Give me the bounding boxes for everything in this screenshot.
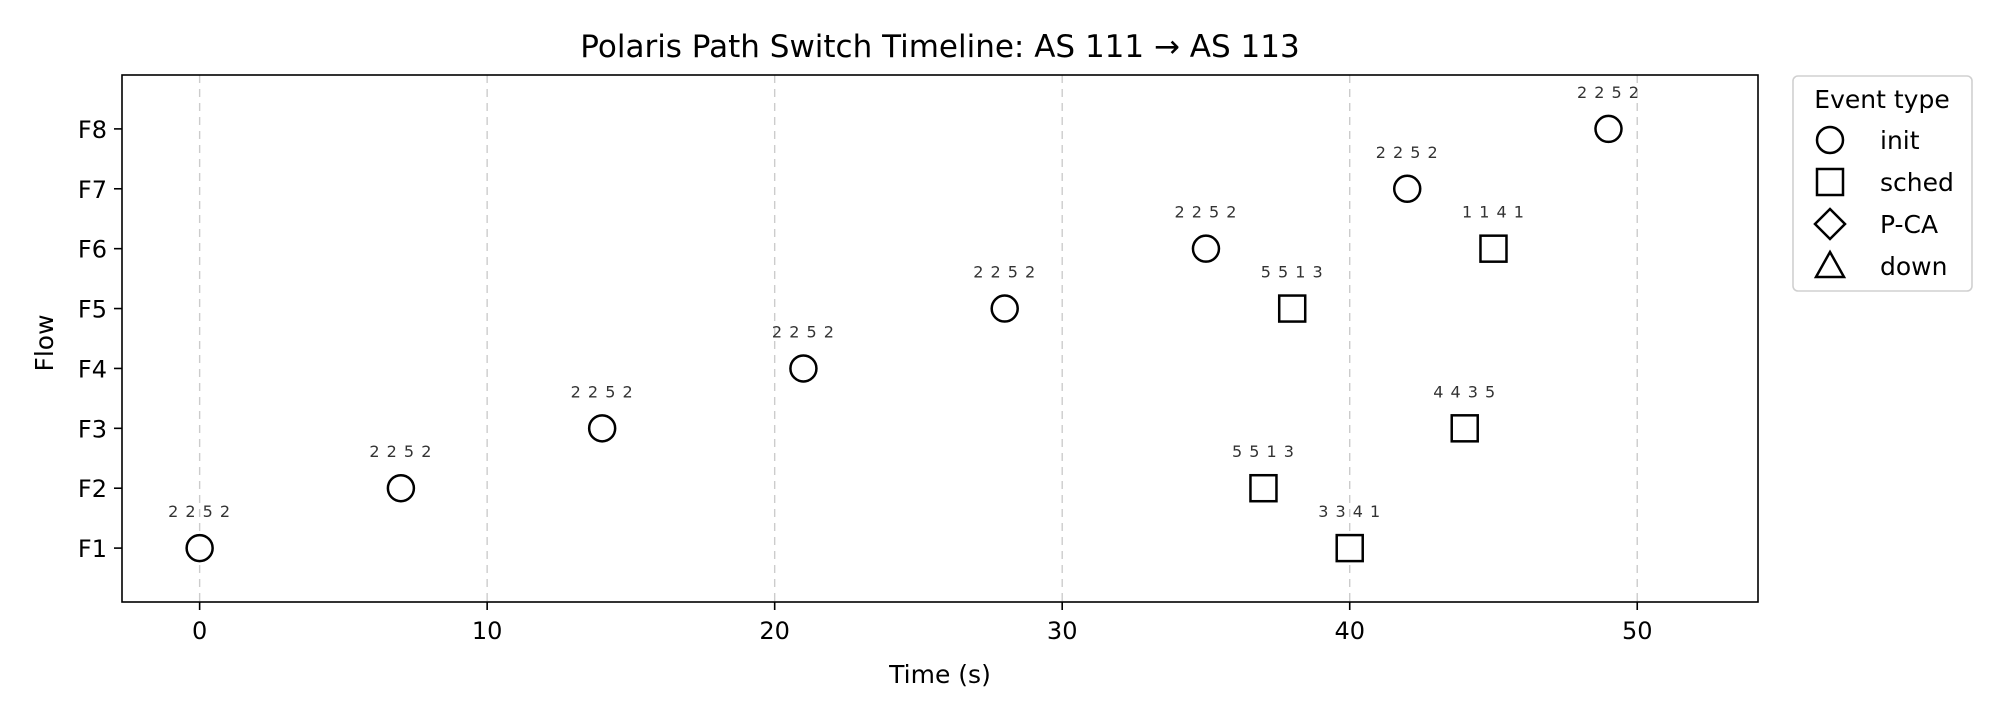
sched-marker: [1335, 533, 1364, 563]
y-axis-label: Flow: [30, 314, 59, 371]
y-tick-label-F1: F1: [78, 535, 107, 563]
legend-label: sched: [1880, 168, 1954, 197]
x-tick-label-40: 40: [1334, 617, 1365, 645]
legend-diamond-marker: [1813, 207, 1847, 241]
point-sched-F3: 4 4 3 5: [1433, 382, 1496, 443]
chart-title: Polaris Path Switch Timeline: AS 111 → A…: [580, 29, 1299, 65]
point-init-F7: 2 2 5 2: [1376, 143, 1439, 204]
data-points: 2 2 5 2 2 2 5 2 2 2 5 2 2 2 5 2 2 2 5 2 2 2 5…: [168, 83, 1640, 563]
point-init-F3: 2 2 5 2: [571, 382, 634, 443]
legend-entry-down: down: [1813, 249, 1947, 281]
init-marker: [990, 294, 1019, 323]
legend-title: Event type: [1814, 85, 1949, 114]
init-marker: [185, 533, 214, 563]
y-tick-label-F6: F6: [78, 236, 107, 264]
legend-triangle-marker: [1813, 249, 1847, 279]
point-init-F1: 2 2 5 2: [168, 502, 231, 563]
y-tick-label-F2: F2: [78, 475, 107, 503]
point-sched-F6: 1 1 4 1: [1462, 203, 1525, 263]
point-label: 2 2 5 2: [168, 502, 231, 521]
x-tick-label-0: 0: [192, 617, 207, 645]
sched-marker: [1450, 414, 1479, 443]
legend-circle-marker: [1815, 125, 1845, 155]
init-marker: [587, 414, 617, 443]
sched-marker: [1249, 473, 1278, 503]
x-tick-label-20: 20: [759, 617, 790, 645]
point-label: 2 2 5 2: [1174, 203, 1237, 222]
point-label: 2 2 5 2: [772, 322, 835, 341]
legend-label: init: [1880, 126, 1920, 155]
point-label: 5 5 1 3: [1261, 263, 1324, 282]
point-sched-F2: 5 5 1 3: [1232, 442, 1295, 503]
init-marker: [1191, 234, 1221, 263]
plot-area-frame: [121, 74, 1759, 603]
point-sched-F1: 3 3 4 1: [1318, 502, 1381, 563]
y-tick-label-F5: F5: [78, 296, 107, 324]
sched-marker: [1277, 294, 1307, 323]
point-label: 2 2 5 2: [1376, 143, 1439, 162]
y-tick-label-F7: F7: [78, 176, 107, 204]
point-label: 2 2 5 2: [1577, 83, 1640, 102]
x-axis: 0 10 20 30 40 50: [192, 602, 1653, 645]
point-label: 1 1 4 1: [1462, 203, 1525, 222]
point-label: 3 3 4 1: [1318, 502, 1381, 521]
legend-square-marker: [1815, 167, 1845, 197]
y-axis: F1 F2 F3 F4 F5 F6 F7 F8: [78, 116, 122, 563]
x-tick-label-30: 30: [1047, 617, 1078, 645]
point-init-F8: 2 2 5 2: [1577, 83, 1640, 144]
legend: Event type init sched P-CA down: [1792, 75, 1973, 292]
y-tick-label-F8: F8: [78, 116, 107, 144]
y-tick-label-F4: F4: [78, 355, 107, 383]
point-init-F2: 2 2 5 2: [369, 442, 432, 503]
x-tick-label-10: 10: [472, 617, 503, 645]
point-init-F5: 2 2 5 2: [973, 263, 1036, 323]
legend-entry-P-CA: P-CA: [1813, 207, 1938, 241]
y-tick-label-F3: F3: [78, 415, 107, 443]
point-label: 4 4 3 5: [1433, 382, 1496, 401]
legend-label: P-CA: [1880, 210, 1938, 239]
x-gridlines: [198, 75, 1638, 602]
init-marker: [1594, 114, 1623, 144]
sched-marker: [1479, 234, 1508, 263]
point-sched-F5: 5 5 1 3: [1261, 263, 1324, 323]
point-label: 2 2 5 2: [369, 442, 432, 461]
point-init-F4: 2 2 5 2: [772, 322, 835, 383]
init-marker: [1392, 174, 1422, 204]
point-label: 5 5 1 3: [1232, 442, 1295, 461]
x-tick-label-50: 50: [1622, 617, 1653, 645]
point-label: 2 2 5 2: [571, 382, 634, 401]
init-marker: [789, 354, 818, 383]
legend-entry-sched: sched: [1815, 167, 1954, 197]
point-label: 2 2 5 2: [973, 263, 1036, 282]
legend-label: down: [1880, 252, 1947, 281]
point-init-F6: 2 2 5 2: [1174, 203, 1237, 263]
init-marker: [386, 473, 416, 503]
legend-entry-init: init: [1815, 125, 1920, 155]
x-axis-label: Time (s): [888, 660, 991, 689]
